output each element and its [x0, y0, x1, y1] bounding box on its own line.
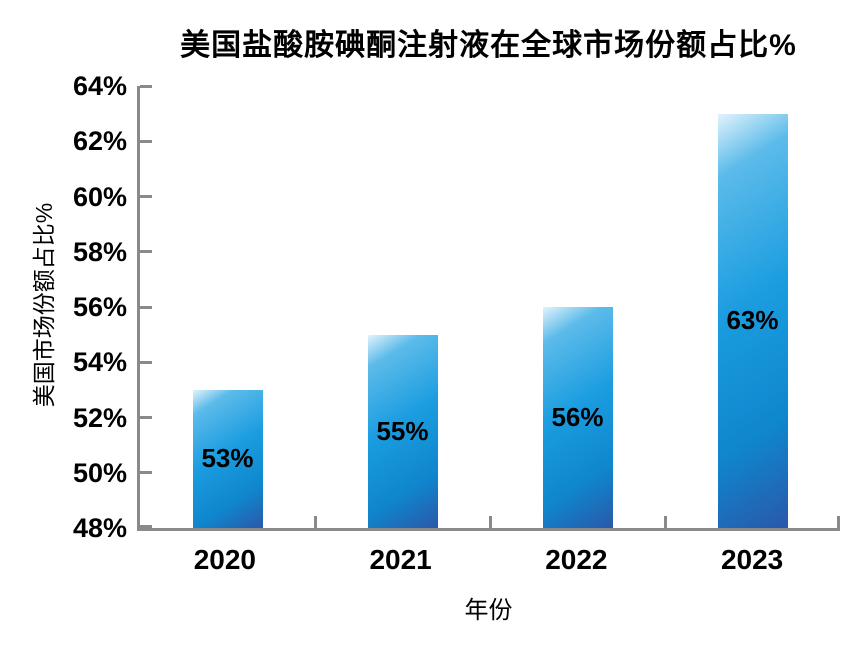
bar-2023: 63%	[717, 113, 788, 528]
y-axis-tick	[140, 250, 152, 254]
y-axis-tick	[140, 305, 152, 309]
x-axis-title: 年份	[464, 597, 513, 624]
y-axis-tick	[140, 416, 152, 419]
bar-data-label: 56%	[551, 402, 604, 432]
bar-data-label: 63%	[726, 305, 779, 336]
x-axis-tick	[313, 516, 317, 528]
bar-2021: 55%	[367, 334, 438, 528]
chart-title: 美国盐酸胺碘酮注射液在全球市场份额占比%	[180, 29, 797, 62]
x-axis-tick-label: 2023	[720, 544, 784, 575]
bar-2020: 53%	[192, 389, 263, 528]
y-axis-tick-label: 56%	[72, 292, 127, 322]
y-axis-tick-label: 58%	[72, 236, 127, 267]
y-axis-tick	[140, 525, 152, 528]
x-axis-tick	[837, 516, 840, 528]
y-axis-tick	[140, 139, 152, 143]
y-axis-tick-label: 48%	[72, 513, 127, 543]
bar-data-label: 55%	[376, 415, 429, 446]
plot-area: 53% 55% 56% 63%	[137, 84, 840, 531]
bar-data-label: 53%	[201, 443, 254, 474]
y-axis-tick-label: 60%	[72, 181, 127, 212]
y-axis-tick-label: 64%	[72, 71, 127, 101]
y-axis-tick-label: 50%	[72, 457, 127, 488]
y-axis-tick-label: 62%	[72, 126, 127, 157]
x-axis-tick-labels: 2020 2021 2022 2023	[137, 544, 840, 576]
y-axis-tick	[140, 360, 152, 364]
bar-2022: 56%	[542, 307, 613, 528]
x-axis-tick-label: 2020	[193, 544, 257, 575]
x-axis-tick	[663, 516, 667, 528]
y-axis-tick-label: 54%	[72, 347, 127, 378]
y-axis-tick	[140, 195, 152, 198]
x-axis-tick-label: 2022	[545, 544, 608, 575]
x-axis-tick-label: 2021	[369, 544, 432, 575]
y-axis-tick-label: 52%	[72, 402, 127, 433]
y-axis-tick	[140, 471, 152, 475]
y-axis-tick	[140, 84, 152, 88]
x-axis-tick	[488, 516, 492, 528]
